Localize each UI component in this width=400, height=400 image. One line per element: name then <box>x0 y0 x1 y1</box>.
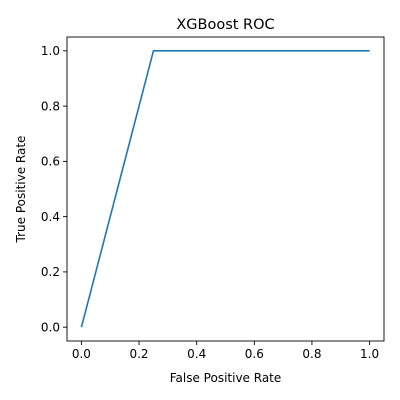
y-tick-label: 0.0 <box>41 320 60 334</box>
y-axis-label: True Positive Rate <box>14 136 28 244</box>
x-tick-label: 0.8 <box>302 347 321 361</box>
x-tick-label: 0.2 <box>129 347 148 361</box>
x-tick-label: 0.6 <box>245 347 264 361</box>
x-tick-label: 1.0 <box>360 347 379 361</box>
x-tick-label: 0.4 <box>187 347 206 361</box>
plot-frame <box>66 36 385 342</box>
y-tick-label: 0.8 <box>41 99 60 113</box>
y-axis: 0.0 0.2 0.4 0.6 0.8 1.0 <box>41 44 67 334</box>
y-tick-label: 0.4 <box>41 210 60 224</box>
x-axis: 0.0 0.2 0.4 0.6 0.8 1.0 <box>72 341 379 361</box>
chart-title: XGBoost ROC <box>176 17 274 33</box>
y-tick-label: 0.2 <box>41 265 60 279</box>
roc-curve-line <box>80 50 370 328</box>
plot-area <box>80 50 370 328</box>
x-axis-label: False Positive Rate <box>170 371 282 385</box>
y-tick-label: 0.6 <box>41 155 60 169</box>
x-tick-label: 0.0 <box>72 347 91 361</box>
y-tick-label: 1.0 <box>41 44 60 58</box>
